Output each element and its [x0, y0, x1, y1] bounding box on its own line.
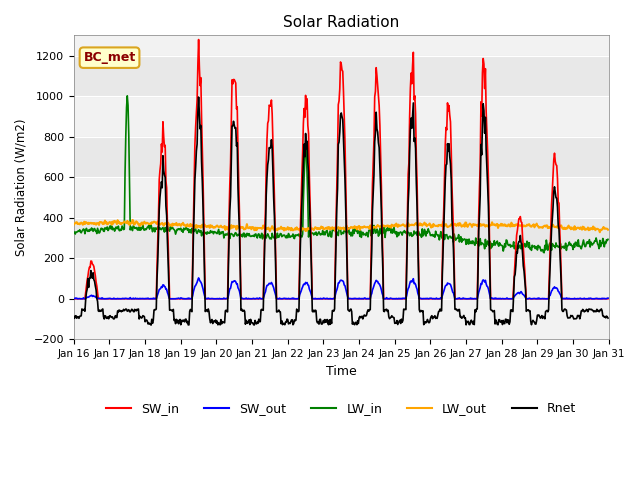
Bar: [74, 137, 609, 177]
Bar: [74, 218, 609, 258]
Bar: [74, 56, 609, 96]
Text: BC_met: BC_met: [83, 51, 136, 64]
Title: Solar Radiation: Solar Radiation: [283, 15, 399, 30]
X-axis label: Time: Time: [326, 365, 356, 378]
Y-axis label: Solar Radiation (W/m2): Solar Radiation (W/m2): [15, 119, 28, 256]
Legend: SW_in, SW_out, LW_in, LW_out, Rnet: SW_in, SW_out, LW_in, LW_out, Rnet: [101, 397, 581, 420]
